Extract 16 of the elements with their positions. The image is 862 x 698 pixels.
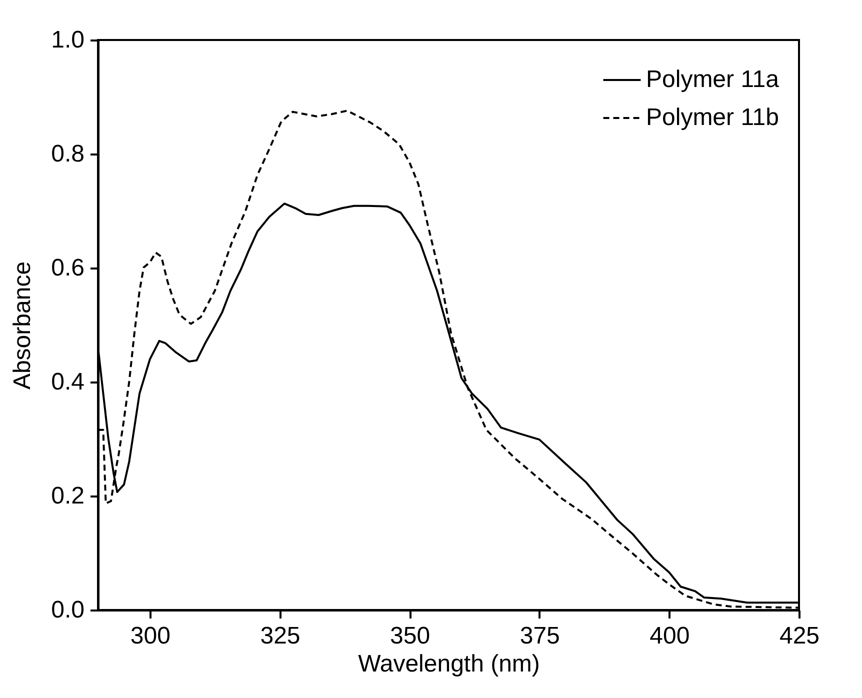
x-tick-label: 400 [650, 622, 690, 650]
x-tick-label: 375 [520, 622, 560, 650]
x-tick-label: 300 [130, 622, 170, 650]
legend-label: Polymer 11a [646, 66, 780, 93]
y-tick-label: 0.0 [51, 596, 84, 624]
y-tick-label: 0.8 [51, 140, 84, 168]
y-tick-label: 1.0 [51, 26, 84, 54]
x-tick-label: 325 [260, 622, 300, 650]
x-tick-label: 350 [390, 622, 430, 650]
legend-label: Polymer 11b [646, 104, 779, 131]
y-tick-label: 0.6 [51, 254, 84, 282]
y-tick-label: 0.2 [51, 482, 84, 510]
y-tick-label: 0.4 [51, 368, 84, 396]
x-axis-title: Wavelength (nm) [358, 650, 540, 678]
y-axis-title: Absorbance [9, 261, 36, 390]
x-tick-label: 425 [779, 622, 820, 650]
